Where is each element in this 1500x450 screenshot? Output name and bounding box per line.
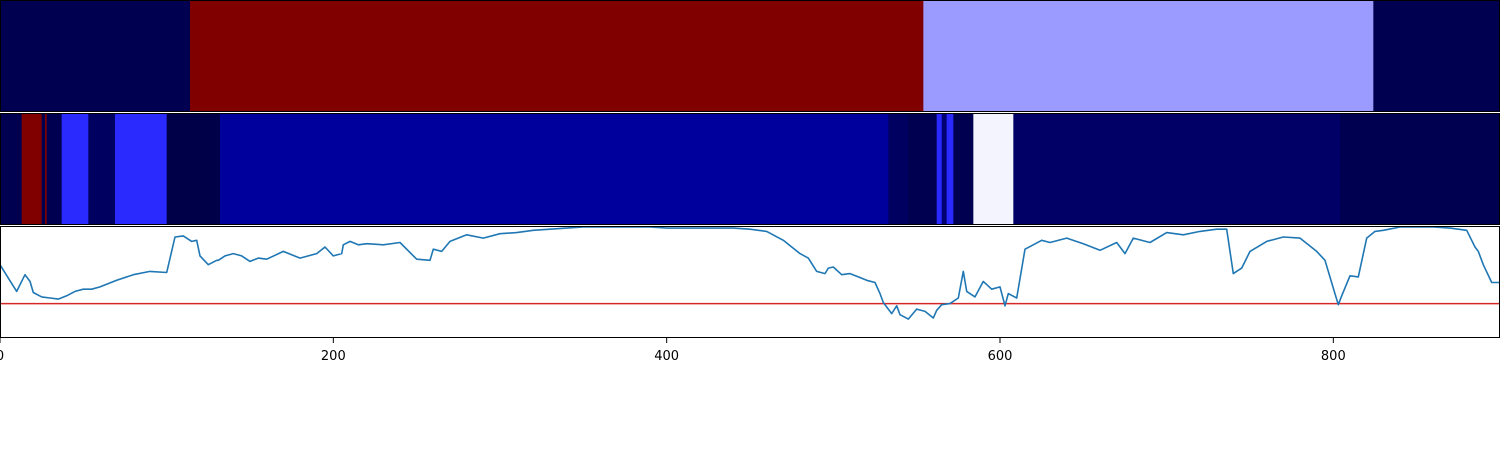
middle-strip-segment-15 — [953, 114, 974, 225]
x-tick-label-600: 600 — [988, 349, 1013, 364]
middle-strip-segment-3 — [45, 114, 48, 225]
top-strip-segment-0 — [0, 1, 191, 112]
x-axis: 0 200 400 600 800 — [0, 338, 1346, 364]
middle-strip-segment-13 — [941, 114, 948, 225]
middle-strip-segment-5 — [61, 114, 89, 225]
middle-strip-segment-7 — [115, 114, 168, 225]
x-tick-label-0: 0 — [0, 349, 4, 364]
middle-strip-segment-10 — [888, 114, 909, 225]
line-plot-panel — [0, 226, 1500, 320]
top-strip-segment-3 — [1373, 1, 1500, 112]
middle-heatmap-strip — [0, 114, 1500, 225]
x-tick-label-400: 400 — [654, 349, 679, 364]
x-tick-label-800: 800 — [1321, 349, 1346, 364]
middle-strip-segment-14 — [946, 114, 954, 225]
middle-strip-segment-11 — [908, 114, 938, 225]
middle-strip-segment-8 — [166, 114, 221, 225]
middle-strip-segment-2 — [41, 114, 46, 225]
middle-strip-segment-16 — [973, 114, 1014, 225]
middle-strip-segment-12 — [936, 114, 943, 225]
x-tick-label-200: 200 — [321, 349, 346, 364]
middle-strip-segment-0 — [0, 114, 23, 225]
series-line — [0, 226, 1500, 320]
middle-strip-segment-6 — [88, 114, 116, 225]
middle-strip-segment-1 — [21, 114, 43, 225]
middle-strip-segment-17 — [1013, 114, 1341, 225]
top-heatmap-strip — [0, 1, 1500, 112]
top-strip-segment-1 — [190, 1, 924, 112]
middle-strip-segment-9 — [220, 114, 889, 225]
middle-strip-segment-18 — [1340, 114, 1500, 225]
middle-strip-segment-4 — [46, 114, 63, 225]
top-strip-segment-2 — [923, 1, 1374, 112]
